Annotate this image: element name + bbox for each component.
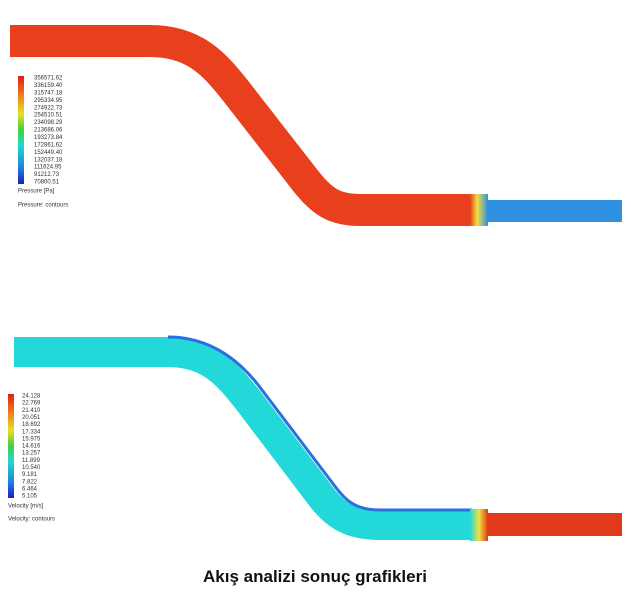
legend-value: 274922.73 [34, 105, 63, 111]
legend-value: 172861.62 [34, 142, 63, 148]
legend-value: 5.105 [22, 494, 38, 500]
legend-value: 24.128 [22, 394, 41, 400]
legend-value: 213686.06 [34, 128, 63, 134]
legend-value: 254510.51 [34, 113, 63, 119]
legend-title: Pressure [Pa] [18, 189, 55, 195]
legend: 24.12822.76921.41020.05118.69217.33415.9… [22, 394, 41, 500]
legend-value: 11.899 [22, 458, 41, 464]
legend-value: 18.692 [22, 422, 41, 428]
legend-value: 193273.84 [34, 135, 63, 141]
caption: Akış analizi sonuç grafikleri [203, 567, 427, 586]
legend-title: Velocity [m/s] [8, 504, 44, 510]
legend-value: 7.822 [22, 479, 38, 485]
legend-value: 15.975 [22, 436, 41, 442]
pipe-transition [470, 509, 488, 541]
legend-value: 91212.73 [34, 172, 60, 178]
legend-value: 111624.95 [34, 165, 62, 171]
legend-value: 70800.51 [34, 180, 60, 186]
pipe-outlet [487, 200, 622, 222]
legend-value: 132037.18 [34, 157, 63, 163]
legend-value: 234098.29 [34, 120, 63, 126]
pipe-wall-layer [167, 335, 472, 512]
pipe-transition [470, 194, 488, 226]
legend-value: 22.769 [22, 401, 41, 407]
contour-label: Pressure: contours [18, 203, 68, 209]
pipe-outlet [487, 513, 622, 536]
color-scale [8, 394, 14, 498]
legend-value: 152449.40 [34, 150, 63, 156]
legend-value: 10.540 [22, 465, 41, 471]
legend-value: 14.616 [22, 444, 41, 450]
legend-value: 295334.95 [34, 98, 63, 104]
pipe [10, 25, 472, 226]
legend-value: 13.257 [22, 451, 41, 457]
legend-value: 9.181 [22, 472, 38, 478]
pipe [14, 337, 472, 540]
legend-value: 336159.40 [34, 83, 63, 89]
legend-value: 6.464 [22, 486, 38, 492]
contour-label: Velocity: contours [8, 517, 55, 523]
legend-value: 17.334 [22, 429, 41, 435]
legend-value: 21.410 [22, 408, 41, 414]
legend-value: 315747.18 [34, 90, 63, 96]
color-scale [18, 76, 24, 184]
legend-value: 20.051 [22, 415, 41, 421]
legend-value: 356571.62 [34, 76, 63, 82]
